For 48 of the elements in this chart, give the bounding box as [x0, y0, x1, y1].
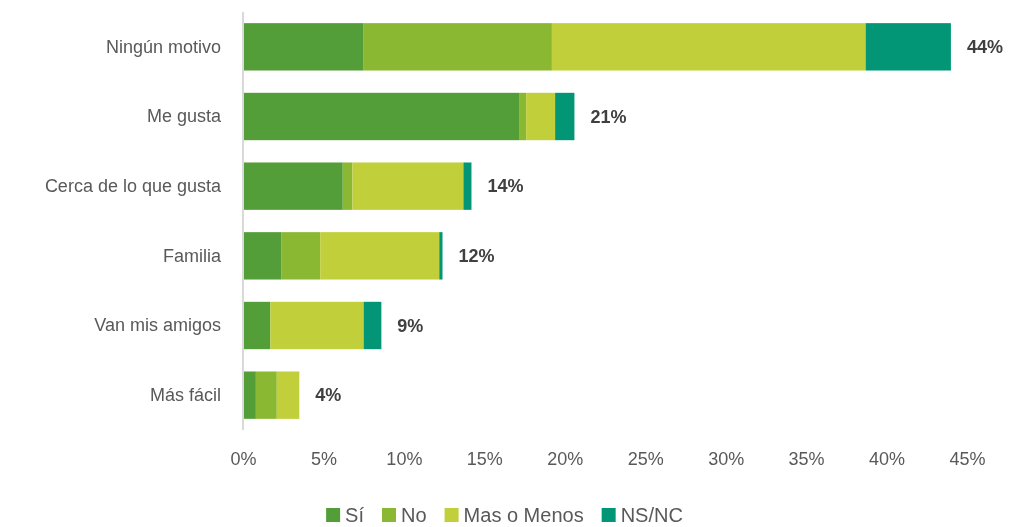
bar	[526, 92, 556, 141]
bar	[352, 162, 464, 210]
x-tick-label: 25%	[627, 448, 664, 469]
x-tick-label: 45%	[949, 448, 986, 469]
bar	[363, 301, 382, 350]
y-tick-label: Cerca de lo que gusta	[44, 175, 222, 196]
bar	[243, 162, 343, 210]
total-label: 12%	[458, 246, 495, 267]
bar	[555, 92, 575, 141]
bar	[551, 23, 866, 71]
x-tick-label: 35%	[788, 448, 825, 469]
total-label: 14%	[487, 176, 524, 197]
x-tick-label: 5%	[310, 448, 337, 469]
x-tick-label: 20%	[547, 448, 584, 469]
y-tick-label: Me gusta	[146, 106, 222, 127]
bar	[342, 162, 353, 210]
bar	[255, 371, 277, 419]
legend-label: Mas o Menos	[463, 504, 584, 526]
legend-label: No	[401, 504, 427, 526]
x-tick-label: 15%	[466, 448, 503, 469]
bar	[281, 232, 321, 280]
bar	[276, 371, 300, 419]
total-label: 9%	[397, 315, 424, 336]
x-tick-label: 30%	[708, 448, 745, 469]
bar	[243, 301, 271, 350]
y-tick-label: Van mis amigos	[94, 315, 221, 336]
bar	[243, 92, 520, 141]
bar	[865, 23, 951, 71]
bar	[439, 232, 443, 280]
y-tick-label: Ningún motivo	[105, 36, 221, 57]
bar	[243, 232, 282, 280]
total-label: 44%	[966, 37, 1003, 58]
y-tick-label: Familia	[162, 245, 222, 266]
bar	[519, 92, 527, 141]
bar	[243, 23, 364, 71]
total-label: 21%	[590, 106, 627, 127]
bar	[243, 371, 256, 419]
bar	[463, 162, 472, 210]
bar	[363, 23, 552, 71]
y-tick-label: Más fácil	[149, 384, 221, 405]
legend-label: Sí	[345, 504, 365, 526]
legend-label: NS/NC	[620, 504, 683, 526]
x-tick-label: 0%	[230, 448, 257, 469]
bar	[270, 301, 364, 350]
x-tick-label: 40%	[869, 448, 906, 469]
x-tick-label: 10%	[386, 448, 423, 469]
bar	[320, 232, 440, 280]
total-label: 4%	[315, 385, 342, 406]
